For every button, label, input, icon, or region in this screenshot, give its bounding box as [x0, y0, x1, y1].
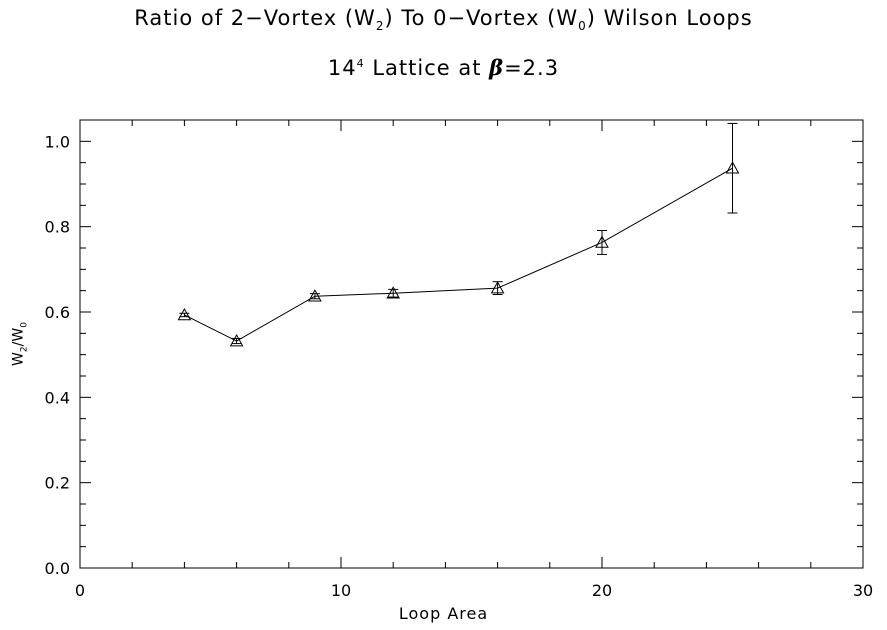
y-tick-label: 1.0	[45, 132, 70, 151]
axis-ticks	[79, 119, 864, 569]
data-point-triangle	[308, 289, 322, 302]
data-series	[177, 122, 740, 347]
series-line	[184, 167, 733, 342]
y-tick-label: 0.4	[45, 388, 70, 407]
x-tick-label: 0	[75, 581, 85, 600]
data-point-triangle	[595, 235, 609, 248]
y-tick-label: 0.8	[45, 218, 70, 237]
chart-title: Ratio of 2−Vortex (W2) To 0−Vortex (W0) …	[134, 6, 753, 34]
data-point-triangle	[386, 286, 401, 299]
x-axis-label: Loop Area	[398, 604, 489, 623]
data-point-triangle	[177, 307, 192, 321]
y-tick-label: 0.2	[45, 474, 70, 493]
x-tick-label: 20	[592, 581, 612, 600]
plot-frame	[79, 119, 864, 569]
tick-labels: 0 10 20 30 0.0 0.2 0.4 0.6 0.8 1.0	[45, 132, 874, 600]
y-tick-label: 0.0	[45, 559, 70, 578]
data-point-triangle	[490, 281, 505, 294]
x-tick-label: 30	[853, 581, 873, 600]
y-tick-label: 0.6	[45, 303, 70, 322]
chart-subtitle: 144 Lattice at β=2.3	[327, 55, 560, 80]
data-point-triangle	[725, 161, 740, 174]
data-point-triangle	[229, 333, 244, 347]
x-tick-label: 10	[331, 581, 351, 600]
y-axis-label: W2/W0	[10, 322, 30, 366]
